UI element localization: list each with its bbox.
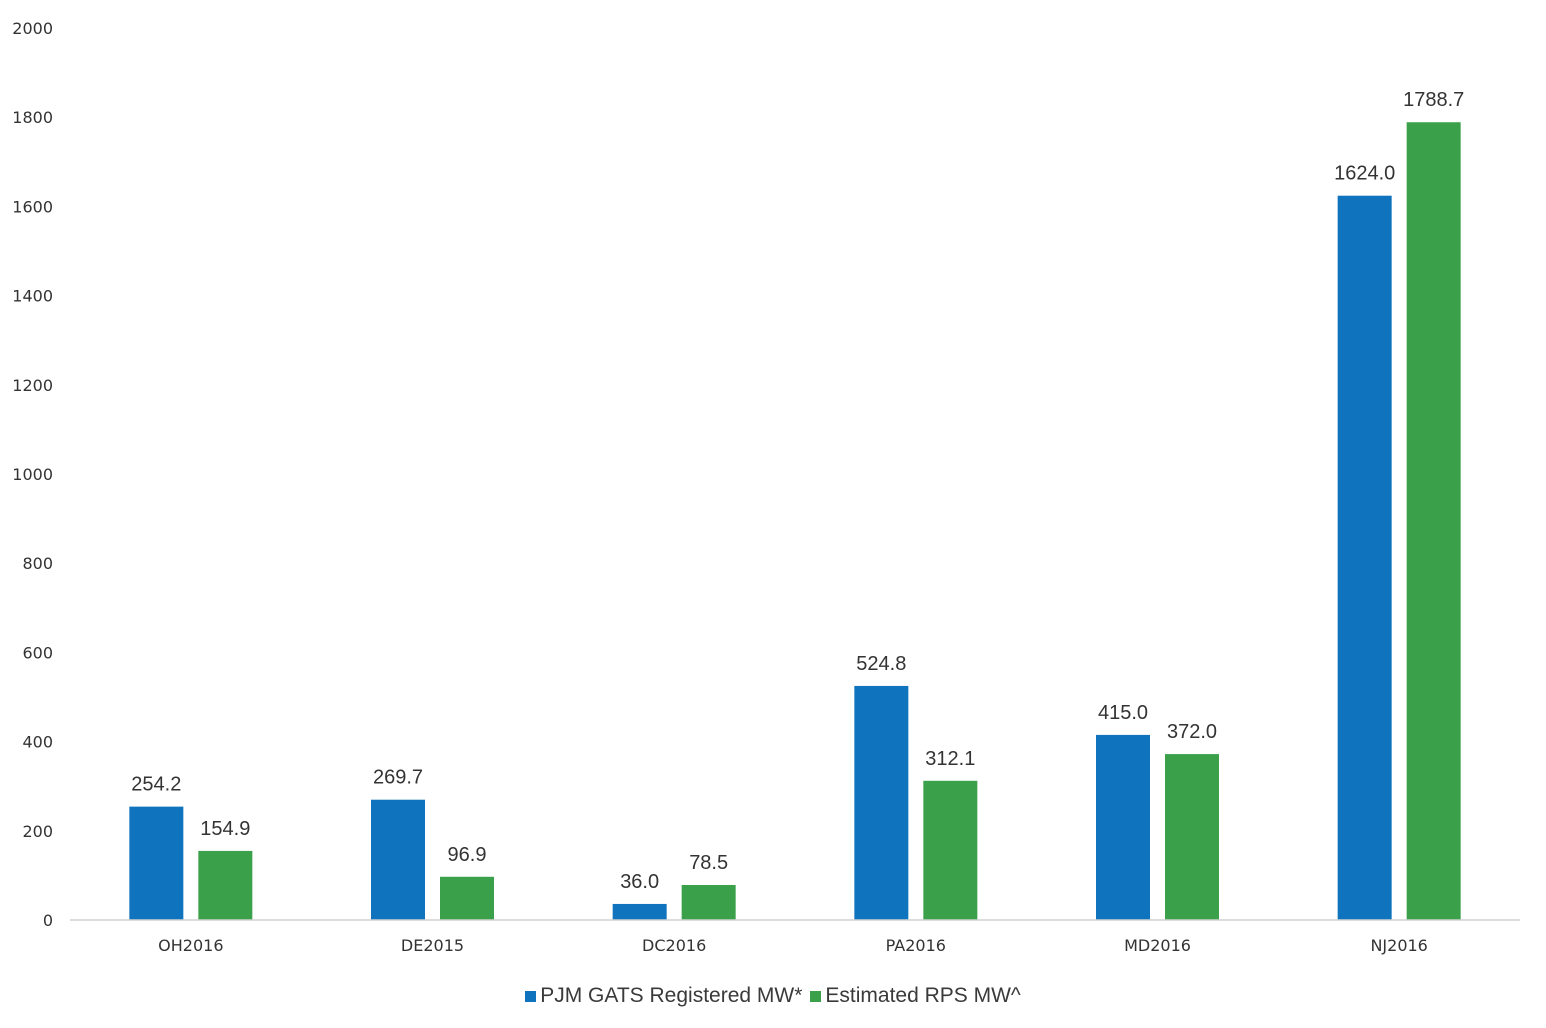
x-tick-label: OH2016 <box>158 936 223 955</box>
y-tick-label: 1600 <box>12 197 53 216</box>
x-tick-label: NJ2016 <box>1370 936 1427 955</box>
legend-swatch-series-0 <box>525 990 537 1002</box>
y-tick-label: 1800 <box>12 108 53 127</box>
data-label-DC2016-series-1: 78.5 <box>689 852 728 874</box>
bar-NJ2016-series-1 <box>1406 122 1461 920</box>
y-tick-label: 800 <box>22 554 53 573</box>
bar-DE2015-series-1 <box>440 876 494 920</box>
data-label-NJ2016-series-1: 1788.7 <box>1403 89 1464 111</box>
x-tick-label: DC2016 <box>642 936 706 955</box>
legend-label-series-1: Estimated RPS MW^ <box>825 984 1021 1007</box>
y-axis: 0 200 400 600 800 1000 1200 1400 1600 1800 2000 <box>12 19 53 930</box>
bar-OH2016-series-1 <box>198 850 253 920</box>
y-tick-label: 1400 <box>12 287 53 306</box>
data-label-MD2016-series-0: 415.0 <box>1098 702 1148 724</box>
bar-DC2016-series-1 <box>681 884 736 920</box>
data-label-DC2016-series-0: 36.0 <box>620 871 659 893</box>
x-tick-label: DE2015 <box>401 936 464 955</box>
y-tick-label: 1000 <box>12 465 53 484</box>
x-tick-label: MD2016 <box>1124 936 1191 955</box>
y-tick-label: 2000 <box>12 19 53 38</box>
data-label-OH2016-series-0: 254.2 <box>131 774 181 796</box>
data-label-MD2016-series-1: 372.0 <box>1167 721 1217 743</box>
y-tick-label: 0 <box>43 911 53 930</box>
bar-PA2016-series-1 <box>923 780 978 920</box>
y-tick-label: 200 <box>22 822 53 841</box>
legend-item-series-0: PJM GATS Registered MW* <box>525 984 802 1008</box>
data-labels: 254.2 154.9 269.7 96.9 36.0 78.5 524.8 312.1 415… <box>131 89 1464 893</box>
data-label-DE2015-series-1: 96.9 <box>448 844 487 866</box>
bar-DC2016-series-0 <box>612 903 667 920</box>
legend-item-series-1: Estimated RPS MW^ <box>810 984 1021 1008</box>
bar-MD2016-series-1 <box>1165 754 1219 920</box>
bars <box>129 122 1461 921</box>
data-label-DE2015-series-0: 269.7 <box>373 767 423 789</box>
bar-NJ2016-series-0 <box>1337 195 1392 921</box>
bar-OH2016-series-0 <box>129 806 184 920</box>
y-tick-label: 1200 <box>12 376 53 395</box>
legend: PJM GATS Registered MW* Estimated RPS MW… <box>0 984 1546 1008</box>
data-label-PA2016-series-0: 524.8 <box>856 653 906 675</box>
y-tick-label: 400 <box>22 733 53 752</box>
x-axis: OH2016 DE2015 DC2016 PA2016 MD2016 NJ2016 <box>158 936 1428 955</box>
legend-swatch-series-1 <box>810 990 822 1002</box>
data-label-OH2016-series-1: 154.9 <box>200 818 250 840</box>
bar-MD2016-series-0 <box>1096 734 1150 920</box>
x-tick-label: PA2016 <box>886 936 946 955</box>
data-label-PA2016-series-1: 312.1 <box>925 748 975 770</box>
y-tick-label: 600 <box>22 643 53 662</box>
bar-chart: 0 200 400 600 800 1000 1200 1400 1600 1800 2000 25… <box>12 19 1520 955</box>
bar-DE2015-series-0 <box>371 799 425 920</box>
legend-label-series-0: PJM GATS Registered MW* <box>540 984 803 1007</box>
bar-PA2016-series-0 <box>854 685 909 920</box>
data-label-NJ2016-series-0: 1624.0 <box>1334 163 1395 185</box>
